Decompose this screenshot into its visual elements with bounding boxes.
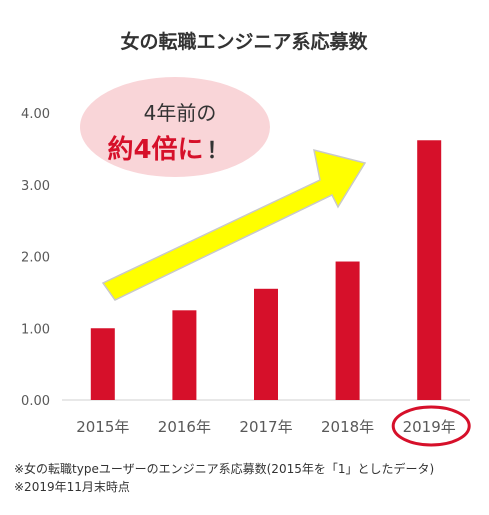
bar bbox=[254, 288, 278, 400]
x-tick-label: 2016年 bbox=[158, 418, 211, 436]
x-tick-label: 2019年 bbox=[403, 418, 456, 436]
callout-line2: 約4倍に！ bbox=[107, 134, 228, 165]
footnote-1: ※女の転職typeユーザーのエンジニア系応募数(2015年を「1」としたデータ) bbox=[14, 462, 435, 476]
y-tick-label: 3.00 bbox=[21, 179, 50, 194]
bar bbox=[90, 328, 115, 400]
bar bbox=[417, 140, 442, 400]
x-tick-label: 2015年 bbox=[76, 418, 129, 436]
trend-arrow bbox=[101, 148, 367, 301]
y-tick-label: 2.00 bbox=[21, 251, 50, 266]
bar bbox=[335, 261, 360, 400]
footnote-2: ※2019年11月末時点 bbox=[14, 480, 130, 494]
x-tick-label: 2017年 bbox=[239, 418, 292, 436]
y-tick-label: 0.00 bbox=[21, 394, 50, 409]
callout-bubble bbox=[80, 77, 270, 177]
callout-line1: 4年前の bbox=[144, 101, 217, 125]
y-tick-label: 4.00 bbox=[21, 107, 50, 122]
callout-emphasis: 約4倍に bbox=[107, 134, 203, 165]
bars bbox=[90, 140, 442, 400]
chart-title: 女の転職エンジニア系応募数 bbox=[120, 30, 368, 53]
x-axis: 2015年 2016年 2017年 2018年 2019年 bbox=[76, 418, 456, 436]
callout-suffix: ！ bbox=[207, 139, 229, 164]
highlight-ring bbox=[391, 405, 471, 447]
x-tick-label: 2018年 bbox=[321, 418, 374, 436]
bar bbox=[172, 310, 197, 400]
y-tick-label: 1.00 bbox=[21, 322, 50, 337]
